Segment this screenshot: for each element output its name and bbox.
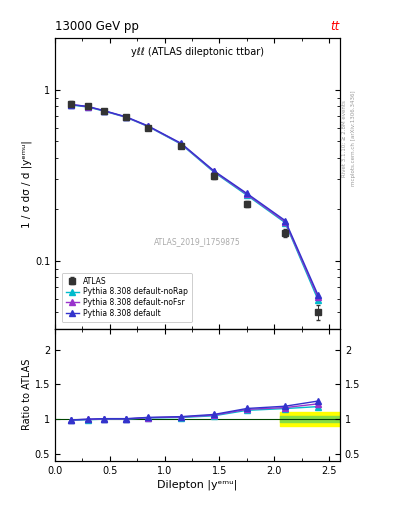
Pythia 8.308 default-noFsr bbox=[69, 101, 74, 108]
Pythia 8.308 default-noFsr bbox=[316, 294, 320, 301]
Pythia 8.308 default-noFsr bbox=[102, 108, 107, 114]
Line: Pythia 8.308 default-noFsr: Pythia 8.308 default-noFsr bbox=[69, 102, 321, 300]
Pythia 8.308 default bbox=[86, 103, 90, 110]
Text: Rivet 3.1.10; ≥ 2.8M events: Rivet 3.1.10; ≥ 2.8M events bbox=[342, 100, 347, 177]
Pythia 8.308 default-noFsr bbox=[211, 168, 216, 175]
Line: Pythia 8.308 default: Pythia 8.308 default bbox=[69, 102, 321, 298]
Pythia 8.308 default bbox=[69, 101, 74, 108]
Text: mcplots.cern.ch [arXiv:1306.3436]: mcplots.cern.ch [arXiv:1306.3436] bbox=[351, 91, 356, 186]
Pythia 8.308 default bbox=[179, 140, 184, 146]
Pythia 8.308 default-noRap bbox=[316, 297, 320, 303]
Legend: ATLAS, Pythia 8.308 default-noRap, Pythia 8.308 default-noFsr, Pythia 8.308 defa: ATLAS, Pythia 8.308 default-noRap, Pythi… bbox=[62, 273, 192, 322]
Pythia 8.308 default-noRap bbox=[244, 192, 249, 198]
Pythia 8.308 default bbox=[283, 218, 288, 224]
Pythia 8.308 default-noFsr bbox=[86, 103, 90, 110]
Pythia 8.308 default-noRap bbox=[102, 108, 107, 114]
Y-axis label: Ratio to ATLAS: Ratio to ATLAS bbox=[22, 359, 32, 431]
Pythia 8.308 default-noRap bbox=[179, 141, 184, 147]
Pythia 8.308 default-noRap bbox=[69, 102, 74, 108]
Pythia 8.308 default-noRap bbox=[86, 104, 90, 110]
Y-axis label: 1 / σ dσ / d |yᵉᵐᵘ|: 1 / σ dσ / d |yᵉᵐᵘ| bbox=[22, 140, 32, 227]
Text: tt: tt bbox=[331, 19, 340, 33]
Text: 13000 GeV pp: 13000 GeV pp bbox=[55, 19, 139, 33]
Pythia 8.308 default bbox=[244, 190, 249, 197]
Pythia 8.308 default-noFsr bbox=[283, 219, 288, 225]
Pythia 8.308 default-noRap bbox=[124, 114, 129, 120]
Pythia 8.308 default-noFsr bbox=[244, 191, 249, 197]
Pythia 8.308 default bbox=[124, 114, 129, 120]
Pythia 8.308 default-noRap bbox=[283, 220, 288, 226]
Text: yℓℓ (ATLAS dileptonic ttbar): yℓℓ (ATLAS dileptonic ttbar) bbox=[131, 47, 264, 57]
X-axis label: Dilepton |yᵉᵐᵘ|: Dilepton |yᵉᵐᵘ| bbox=[157, 480, 238, 490]
Pythia 8.308 default bbox=[316, 292, 320, 298]
Pythia 8.308 default-noFsr bbox=[179, 141, 184, 147]
Pythia 8.308 default-noFsr bbox=[146, 123, 151, 130]
Pythia 8.308 default bbox=[146, 123, 151, 129]
Pythia 8.308 default bbox=[211, 168, 216, 174]
Pythia 8.308 default-noRap bbox=[146, 123, 151, 130]
Pythia 8.308 default-noFsr bbox=[124, 114, 129, 120]
Text: ATLAS_2019_I1759875: ATLAS_2019_I1759875 bbox=[154, 237, 241, 246]
Pythia 8.308 default-noRap bbox=[211, 169, 216, 175]
Pythia 8.308 default bbox=[102, 108, 107, 114]
Line: Pythia 8.308 default-noRap: Pythia 8.308 default-noRap bbox=[69, 102, 321, 303]
